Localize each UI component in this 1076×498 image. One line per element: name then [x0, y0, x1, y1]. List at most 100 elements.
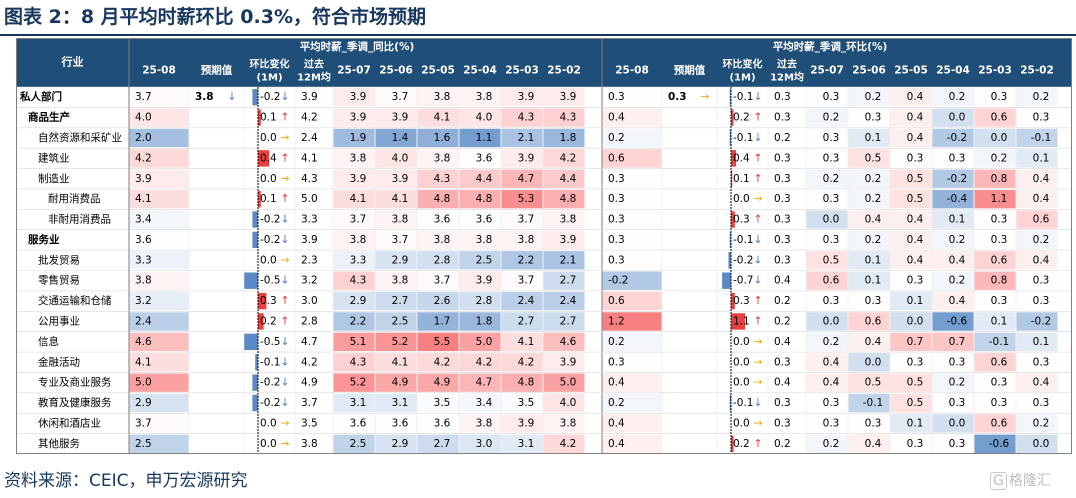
row-label: 零售贸易: [38, 274, 80, 287]
value-history: 4.7: [476, 377, 493, 389]
value-history: 0.1: [1033, 152, 1050, 164]
value-history: 0.4: [907, 214, 924, 226]
heat-cell-history: [417, 251, 459, 270]
value-12m-avg: 0.3: [774, 152, 791, 164]
value-latest: 0.4: [608, 417, 625, 429]
value-latest: 0.2: [608, 397, 625, 409]
heat-cell-history: [375, 271, 417, 290]
value-12m-avg: 3.5: [301, 417, 318, 429]
value-change: -0.1: [733, 91, 754, 103]
heat-cell-latest: [129, 271, 189, 290]
change-bar: [728, 252, 731, 269]
value-history: 3.9: [518, 152, 535, 164]
heat-cell-history: [848, 373, 890, 392]
heat-cell-history: [543, 353, 585, 372]
heat-cell-history: [890, 291, 932, 311]
heat-cell-history: [543, 169, 585, 188]
column-header: 12M均: [770, 71, 804, 84]
heat-cell-history: [459, 149, 501, 168]
forecast-arrow-icon: →: [700, 90, 709, 103]
value-history: 4.2: [434, 356, 451, 368]
value-history: 0.2: [1033, 417, 1050, 429]
row-label: 建筑业: [38, 151, 70, 164]
value-latest: 4.0: [135, 112, 152, 124]
row-label: 教育及健康服务: [38, 396, 112, 409]
value-history: 2.9: [392, 254, 409, 266]
change-bar: [731, 313, 745, 330]
value-change: 0.0: [260, 438, 277, 450]
heat-cell-history: [890, 414, 932, 433]
value-history: 3.9: [392, 173, 409, 185]
heat-cell-history: [375, 149, 417, 168]
heat-cell-history: [974, 312, 1016, 331]
row-label: 信息: [38, 335, 59, 348]
value-history: 4.1: [392, 193, 409, 205]
heat-cell-history: [417, 169, 459, 188]
heat-cell-latest: [129, 312, 189, 331]
value-latest: 4.1: [135, 193, 152, 205]
value-history: 3.7: [392, 234, 409, 246]
value-history: 0.3: [823, 91, 840, 103]
column-header: 25-07: [337, 65, 371, 77]
value-history: 3.6: [392, 417, 409, 429]
change-arrow-icon: ↑: [753, 294, 762, 307]
value-latest: 3.4: [135, 214, 152, 226]
change-bar: [731, 150, 737, 167]
value-history: 0.3: [1033, 397, 1050, 409]
change-bar: [258, 150, 270, 167]
value-history: 0.2: [865, 91, 882, 103]
value-history: 2.7: [434, 438, 451, 450]
value-history: 3.0: [476, 438, 493, 450]
value-history: 0.4: [1033, 173, 1050, 185]
change-arrow-icon: →: [280, 253, 289, 266]
change-arrow-icon: ↓: [280, 233, 289, 246]
change-bar: [729, 89, 731, 106]
value-latest: 2.4: [135, 315, 152, 327]
value-history: 0.1: [907, 417, 924, 429]
value-history: 4.3: [560, 112, 577, 124]
value-history: 0.3: [949, 397, 966, 409]
value-history: 4.6: [560, 336, 577, 348]
change-arrow-icon: ↑: [280, 192, 289, 205]
change-bar: [258, 109, 261, 126]
heat-cell-latest: [602, 393, 662, 413]
column-header: 25-03: [505, 65, 539, 77]
heat-cell-history: [375, 230, 417, 250]
heat-cell-history: [417, 291, 459, 311]
value-history: 0.4: [907, 234, 924, 246]
heat-cell-history: [333, 393, 375, 413]
row-label: 非耐用消费品: [48, 213, 111, 226]
value-history: 0.3: [823, 417, 840, 429]
value-history: 2.4: [518, 295, 535, 307]
heat-cell-history: [1016, 434, 1058, 453]
heat-cell-history: [333, 149, 375, 168]
heat-cell-history: [890, 251, 932, 270]
change-bar: [244, 333, 258, 351]
value-change: 0.1: [733, 173, 750, 185]
value-12m-avg: 3.7: [301, 397, 318, 409]
value-history: 3.7: [392, 91, 409, 103]
value-history: 3.6: [350, 417, 367, 429]
heat-cell-history: [806, 393, 848, 413]
heat-cell-latest: [129, 414, 189, 433]
heat-cell-history: [974, 373, 1016, 392]
row-label: 公用事业: [38, 314, 80, 327]
column-header: 25-04: [463, 65, 497, 77]
heat-cell-history: [501, 251, 543, 270]
header-top-band: [16, 38, 1072, 54]
change-arrow-icon: ↓: [753, 274, 762, 287]
watermark: G 格隆汇: [990, 470, 1051, 490]
value-history: 2.7: [392, 295, 409, 307]
row-label: 交通运输和仓储: [38, 294, 112, 307]
value-latest: 0.6: [608, 295, 625, 307]
heat-cell-latest: [602, 169, 662, 188]
value-history: 4.3: [518, 112, 535, 124]
value-history: 0.0: [823, 315, 840, 327]
heat-cell-latest: [602, 189, 662, 209]
value-history: 0.4: [907, 112, 924, 124]
heat-cell-latest: [602, 353, 662, 372]
value-history: 3.8: [392, 214, 409, 226]
heat-cell-history: [890, 189, 932, 209]
value-history: 0.3: [1033, 112, 1050, 124]
value-history: 3.9: [560, 356, 577, 368]
